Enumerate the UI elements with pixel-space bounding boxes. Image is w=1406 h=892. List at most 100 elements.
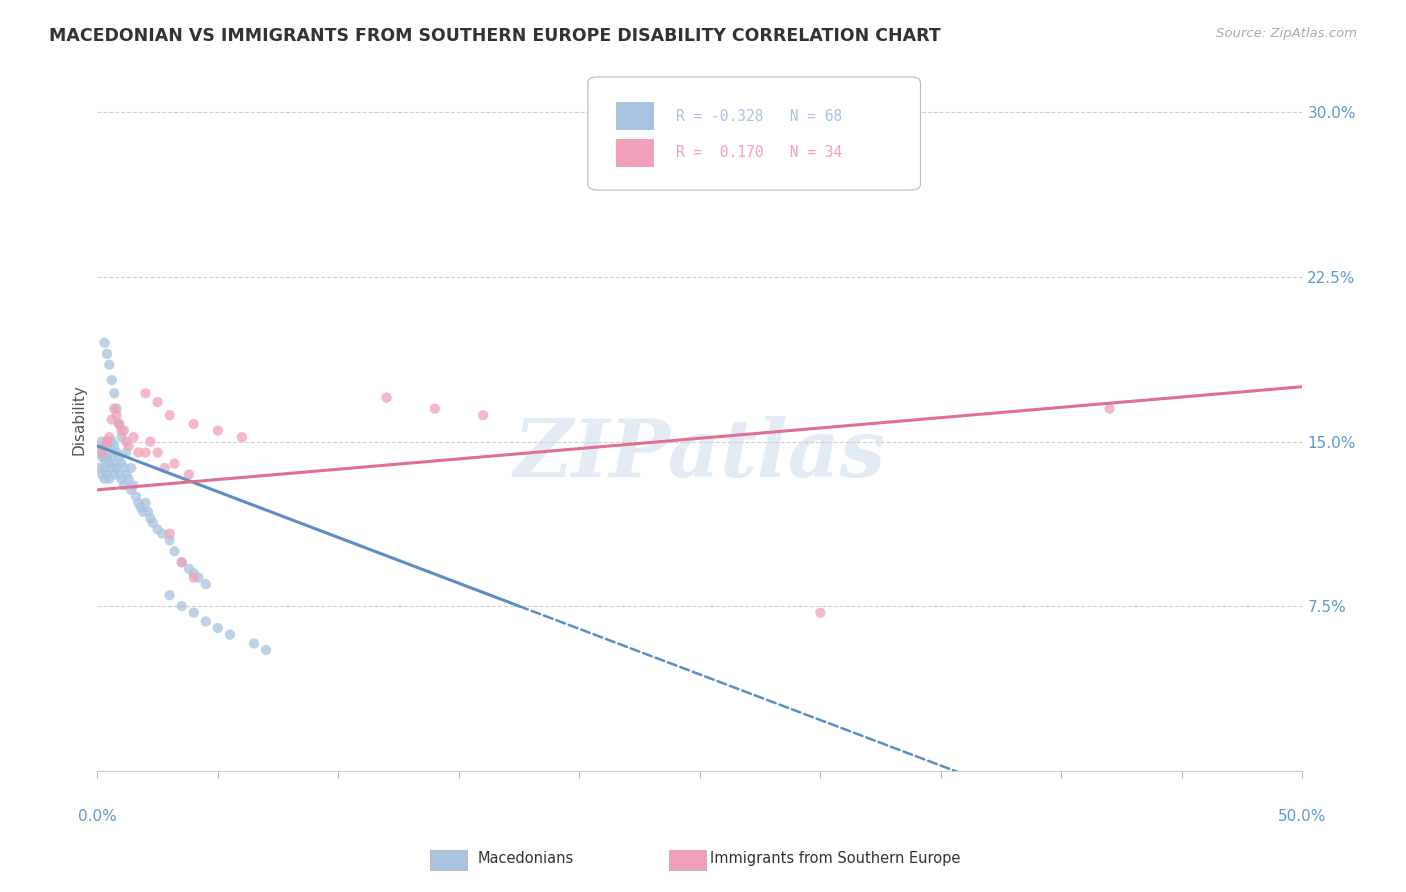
Point [93, 452, 115, 467]
Point [183, 606, 205, 620]
Point [103, 439, 125, 453]
Point [105, 461, 128, 475]
Point [170, 599, 193, 614]
Point [98, 430, 121, 444]
Point [146, 445, 169, 459]
Point [159, 533, 181, 548]
Point [115, 445, 138, 459]
Point [96, 434, 118, 449]
Point [159, 526, 181, 541]
Text: MACEDONIAN VS IMMIGRANTS FROM SOUTHERN EUROPE DISABILITY CORRELATION CHART: MACEDONIAN VS IMMIGRANTS FROM SOUTHERN E… [49, 27, 941, 45]
Point [1098, 401, 1121, 416]
Point [142, 516, 165, 530]
Text: R =  0.170   N = 34: R = 0.170 N = 34 [676, 145, 842, 161]
Point [219, 627, 242, 641]
Point [93, 335, 115, 350]
Point [110, 457, 132, 471]
Point [183, 417, 205, 431]
Point [105, 445, 128, 459]
Point [105, 401, 128, 416]
Point [122, 478, 145, 492]
Point [163, 544, 186, 558]
Point [98, 439, 121, 453]
Point [152, 526, 174, 541]
Point [120, 461, 142, 475]
Point [101, 434, 124, 449]
FancyBboxPatch shape [588, 77, 921, 190]
Point [146, 522, 169, 536]
Point [139, 511, 162, 525]
Point [146, 395, 169, 409]
Point [170, 555, 193, 569]
Point [163, 457, 186, 471]
Point [96, 450, 118, 464]
Point [118, 472, 141, 486]
Point [96, 467, 118, 482]
Point [101, 450, 124, 464]
Point [207, 621, 229, 635]
Text: Source: ZipAtlas.com: Source: ZipAtlas.com [1216, 27, 1357, 40]
Point [98, 472, 121, 486]
Point [103, 467, 125, 482]
Point [177, 467, 200, 482]
Point [159, 588, 181, 602]
Point [96, 347, 118, 361]
Point [177, 562, 200, 576]
Point [93, 461, 115, 475]
Point [89, 461, 111, 475]
Y-axis label: Disability: Disability [72, 384, 86, 455]
Point [423, 401, 446, 416]
Point [231, 430, 253, 444]
Point [194, 577, 217, 591]
Point [810, 606, 832, 620]
Point [96, 434, 118, 449]
Point [135, 496, 157, 510]
Point [101, 373, 124, 387]
Point [112, 461, 135, 475]
Point [103, 386, 125, 401]
Point [375, 391, 398, 405]
Point [129, 500, 152, 515]
Point [127, 445, 149, 459]
Point [91, 434, 114, 449]
Point [115, 434, 138, 449]
Point [472, 408, 495, 422]
Point [159, 408, 181, 422]
Point [183, 566, 205, 581]
Point [254, 643, 277, 657]
Point [132, 505, 155, 519]
Point [93, 439, 115, 453]
Point [91, 450, 114, 464]
Point [98, 457, 121, 471]
Text: 0.0%: 0.0% [77, 809, 117, 824]
Text: Macedonians: Macedonians [478, 851, 574, 865]
Point [91, 467, 114, 482]
Point [127, 496, 149, 510]
Point [108, 417, 131, 431]
Point [112, 424, 135, 438]
Point [135, 386, 157, 401]
Point [135, 445, 157, 459]
Point [153, 461, 176, 475]
Point [108, 450, 131, 464]
Point [103, 457, 125, 471]
FancyBboxPatch shape [616, 103, 654, 130]
Point [136, 505, 159, 519]
Point [110, 430, 132, 444]
Point [118, 439, 141, 453]
Point [139, 434, 162, 449]
Point [103, 401, 125, 416]
Point [108, 467, 131, 482]
Point [93, 472, 115, 486]
Text: Immigrants from Southern Europe: Immigrants from Southern Europe [710, 851, 960, 865]
Point [170, 555, 193, 569]
Point [122, 430, 145, 444]
Text: R = -0.328   N = 68: R = -0.328 N = 68 [676, 109, 842, 124]
Point [194, 615, 217, 629]
Point [110, 472, 132, 486]
Point [91, 445, 114, 459]
Point [105, 408, 128, 422]
Point [101, 412, 124, 426]
Text: 50.0%: 50.0% [1278, 809, 1327, 824]
Point [110, 424, 132, 438]
